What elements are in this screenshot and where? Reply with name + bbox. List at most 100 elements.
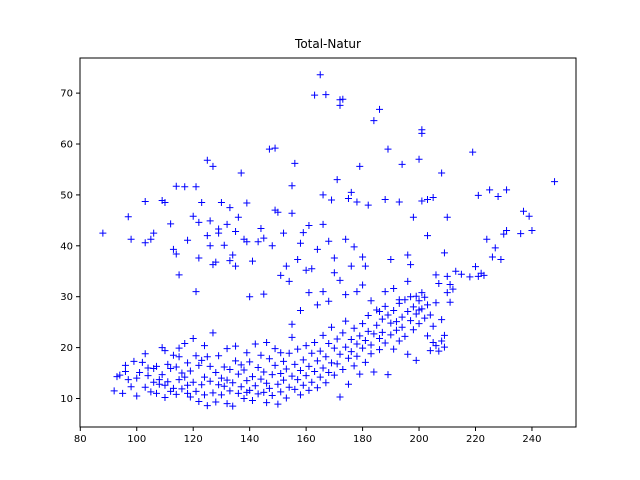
plot-frame — [79, 57, 577, 428]
data-point — [353, 288, 361, 296]
data-point — [99, 229, 107, 237]
data-point — [200, 342, 208, 350]
data-point — [237, 169, 245, 177]
data-point — [203, 232, 211, 240]
data-point — [426, 311, 434, 319]
data-point — [316, 71, 324, 79]
data-point — [282, 262, 290, 270]
data-point — [294, 376, 302, 384]
data-point — [319, 191, 327, 199]
data-point — [169, 384, 177, 392]
x-tick-label: 220 — [466, 434, 485, 445]
data-point — [370, 368, 378, 376]
data-point — [299, 229, 307, 237]
data-point — [387, 319, 395, 327]
data-point — [319, 331, 327, 339]
data-point — [288, 320, 296, 328]
data-point — [466, 273, 474, 281]
data-point — [491, 244, 499, 252]
data-point — [494, 192, 502, 200]
data-point — [418, 129, 426, 137]
data-point — [220, 241, 228, 249]
data-point — [260, 290, 268, 298]
data-point — [263, 399, 271, 407]
data-point — [407, 317, 415, 325]
data-point — [164, 360, 172, 368]
data-point — [153, 362, 161, 370]
data-point — [528, 227, 536, 235]
data-point — [367, 350, 375, 358]
data-point — [376, 307, 384, 315]
data-point — [376, 105, 384, 113]
data-point — [438, 316, 446, 324]
data-point — [438, 337, 446, 345]
data-point — [119, 389, 127, 397]
data-point — [342, 235, 350, 243]
data-point — [164, 378, 172, 386]
data-point — [172, 363, 180, 371]
data-point — [407, 261, 415, 269]
data-point — [429, 322, 437, 330]
data-point — [347, 188, 355, 196]
y-tick-label: 40 — [60, 241, 73, 252]
y-tick-label: 20 — [60, 343, 73, 354]
data-point — [240, 394, 248, 402]
data-point — [328, 196, 336, 204]
data-point — [376, 334, 384, 342]
data-point — [215, 225, 223, 233]
data-point — [243, 377, 251, 385]
data-point — [127, 383, 135, 391]
data-point — [404, 251, 412, 259]
data-point — [141, 350, 149, 358]
data-point — [344, 194, 352, 202]
y-axis: 10 20 30 40 50 60 70 — [60, 89, 80, 405]
data-point — [311, 339, 319, 347]
data-point — [330, 254, 338, 262]
data-point — [424, 232, 432, 240]
data-point — [150, 229, 158, 237]
data-point — [161, 199, 169, 207]
data-point — [167, 364, 175, 372]
data-point — [265, 355, 273, 363]
data-point — [296, 391, 304, 399]
data-point — [381, 302, 389, 310]
data-point — [347, 262, 355, 270]
data-point — [268, 391, 276, 399]
x-tick-label: 100 — [127, 434, 146, 445]
data-point — [435, 347, 443, 355]
data-point — [175, 353, 183, 361]
data-point — [412, 310, 420, 318]
data-point — [169, 245, 177, 253]
data-point — [223, 376, 231, 384]
data-point — [299, 381, 307, 389]
data-point — [121, 368, 129, 376]
data-point — [141, 198, 149, 206]
data-point — [311, 91, 319, 99]
data-point — [359, 281, 367, 289]
data-point — [328, 359, 336, 367]
data-point — [240, 366, 248, 374]
data-point — [333, 176, 341, 184]
data-point — [429, 193, 437, 201]
data-point — [412, 356, 420, 364]
data-point — [356, 162, 364, 170]
data-point — [144, 372, 152, 380]
x-tick-label: 160 — [297, 434, 316, 445]
data-point — [144, 364, 152, 372]
data-point — [483, 235, 491, 243]
data-point — [308, 378, 316, 386]
data-point — [141, 383, 149, 391]
data-point — [167, 220, 175, 228]
data-point — [353, 198, 361, 206]
data-point — [217, 391, 225, 399]
data-point — [322, 379, 330, 387]
data-point — [195, 254, 203, 262]
data-point — [232, 228, 240, 236]
data-point — [384, 311, 392, 319]
data-point — [271, 144, 279, 152]
data-point — [138, 358, 146, 366]
data-point — [435, 279, 443, 287]
data-point — [350, 324, 358, 332]
data-point — [336, 276, 344, 284]
data-point — [440, 343, 448, 351]
